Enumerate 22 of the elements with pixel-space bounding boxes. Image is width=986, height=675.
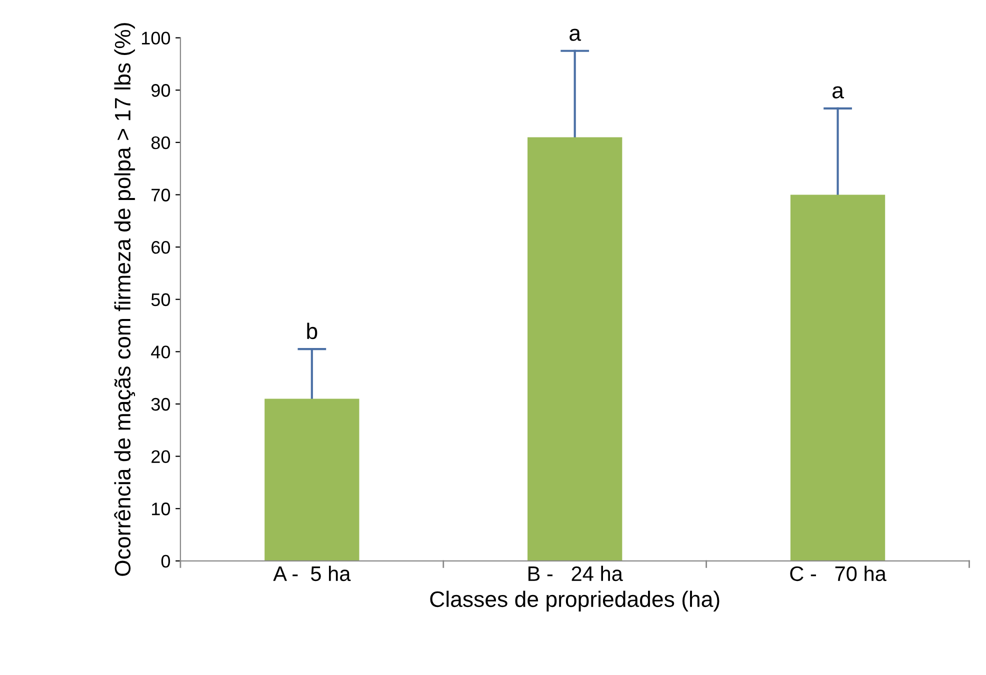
y-tick-label: 0 [161, 554, 170, 568]
y-tick-label: 20 [152, 450, 170, 464]
y-tick-label: 100 [142, 32, 170, 45]
bar [790, 194, 886, 561]
y-tick-label: 40 [151, 346, 170, 358]
bar [528, 137, 622, 561]
y-tick-label: 80 [151, 136, 170, 150]
y-axis-title: Ocorrência de maçãs com firmeza de polpa > 17 lbs (%) [114, 23, 136, 576]
y-tick-label: 60 [152, 240, 170, 254]
x-tick-label: A - 5 ha [273, 566, 351, 582]
y-tick-label: 30 [151, 398, 170, 411]
annotation: a [832, 86, 844, 98]
annotation: b [307, 322, 318, 340]
annotation: a [570, 28, 582, 41]
y-tick-label: 90 [151, 84, 170, 97]
y-tick-label: 50 [151, 293, 170, 306]
x-tick-label: C - 70 ha [790, 566, 886, 582]
y-tick-label: 10 [152, 502, 170, 516]
x-tick-label: B - 24 ha [528, 566, 623, 582]
x-axis-title: Classes de propriedades (ha) [430, 590, 720, 612]
y-tick-label: 70 [152, 188, 170, 202]
bar [264, 398, 360, 561]
